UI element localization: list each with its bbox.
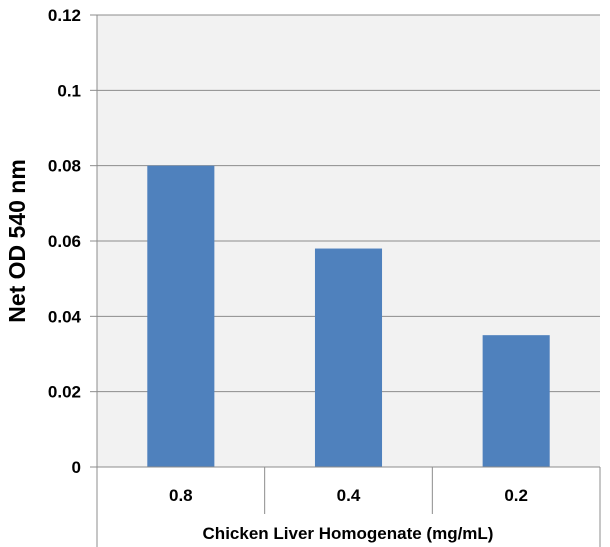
x-axis-categories: 0.8 0.4 0.2 <box>169 467 601 547</box>
x-tick-label: 0.8 <box>169 486 193 505</box>
y-axis-title: Net OD 540 nm <box>4 159 30 323</box>
y-tick-label: 0.12 <box>48 6 81 25</box>
x-axis-title: Chicken Liver Homogenate (mg/mL) <box>203 524 494 543</box>
bar <box>147 165 215 467</box>
y-tick-label: 0.06 <box>48 232 81 251</box>
x-tick-label: 0.2 <box>504 486 528 505</box>
y-tick-label: 0.1 <box>57 81 81 100</box>
y-tick-label: 0 <box>72 458 81 477</box>
y-tick-label: 0.04 <box>48 307 82 326</box>
bar <box>314 248 383 467</box>
bars <box>147 165 550 467</box>
y-axis-ticks: 0 0.02 0.04 0.06 0.08 0.1 0.12 <box>48 6 97 477</box>
y-tick-label: 0.08 <box>48 157 81 176</box>
y-tick-label: 0.02 <box>48 383 81 402</box>
x-tick-label: 0.4 <box>337 486 361 505</box>
bar <box>482 335 550 467</box>
